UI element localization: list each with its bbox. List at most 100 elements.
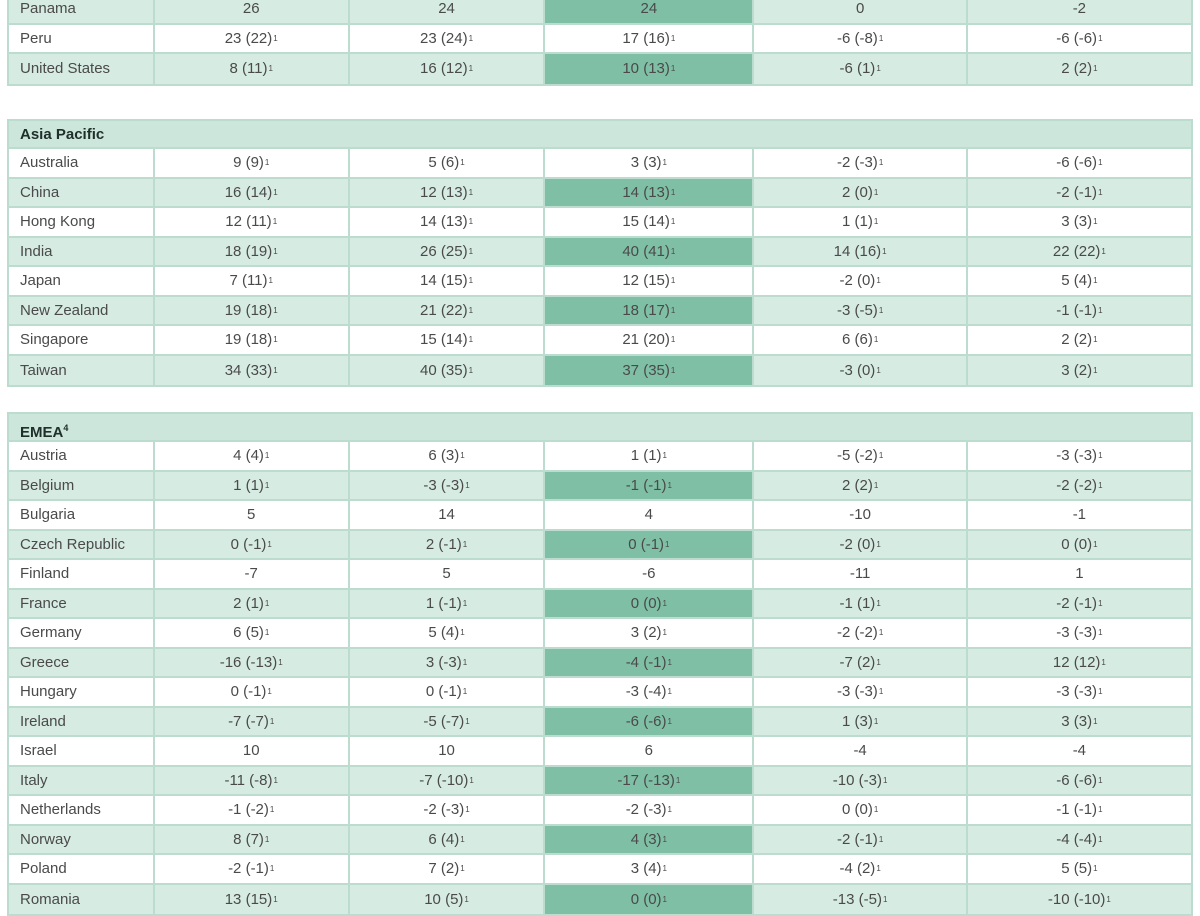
value-cell: -2 (-2) 1	[968, 472, 1191, 500]
value-cell: -6	[545, 560, 755, 588]
footnote-marker: 1	[1098, 187, 1103, 197]
footnote-marker: 1	[1093, 716, 1098, 726]
value-text: -6 (1)	[839, 60, 876, 78]
table-row: Belgium 1 (1) 1 -3 (-3) 1 -1 (-1) 1 2 (2) 1 -2 (-…	[9, 471, 1191, 501]
table-row: Japan 7 (11) 1 14 (15) 1 12 (15) 1 -2 (0) 1 5 (4)…	[9, 267, 1191, 297]
value-text: 17 (16)	[622, 29, 670, 47]
value-text: 12 (13)	[420, 183, 468, 201]
value-cell: 0 (0) 1	[545, 884, 755, 914]
value-text: 0 (0)	[630, 594, 662, 612]
value-cell: 6 (3) 1	[350, 442, 546, 470]
value-cell: -3 (-4) 1	[545, 678, 755, 706]
table-row: Romania 13 (15) 1 10 (5) 1 0 (0) 1 -13 (-5) 1 -10…	[9, 884, 1191, 914]
value-text: -3 (-4)	[625, 683, 667, 701]
footnote-marker: 1	[876, 365, 881, 375]
value-cell: 8 (11) 1	[155, 54, 350, 84]
footnote-marker: 1	[1098, 451, 1103, 461]
value-text: 1 (1)	[841, 213, 873, 231]
value-text: -7 (-7)	[228, 712, 269, 730]
value-text: 12 (11)	[225, 213, 272, 231]
value-cell: 7 (11) 1	[155, 267, 350, 295]
value-cell: 5	[155, 501, 350, 529]
value-text: -10 (-3)	[832, 771, 882, 789]
value-cell: -6 (-6) 1	[545, 707, 755, 735]
value-text: 3 (-3)	[425, 653, 462, 671]
value-cell: -3 (-3) 1	[968, 619, 1191, 647]
value-text: -11	[849, 565, 871, 583]
value-text: 0 (0)	[1061, 535, 1093, 553]
value-cell: 1 (1) 1	[754, 208, 968, 236]
value-cell: 2 (2) 1	[968, 326, 1191, 354]
footnote-marker: 1	[670, 276, 676, 286]
value-text: 0 (-1)	[230, 535, 267, 553]
footnote-marker: 1	[460, 864, 465, 874]
footnote-marker: 1	[462, 687, 468, 697]
value-text: 5	[442, 565, 451, 583]
value-text: -4	[1072, 742, 1087, 760]
footnote-marker: 1	[670, 64, 676, 74]
value-text: 8 (11)	[229, 60, 268, 78]
value-text: -3 (-3)	[423, 476, 465, 494]
footnote-marker: 1	[272, 217, 278, 227]
value-text: -3 (-5)	[836, 301, 878, 319]
value-text: -1 (-1)	[1056, 301, 1098, 319]
value-text: -4	[853, 742, 867, 760]
footnote-marker: 1	[273, 775, 278, 785]
value-cell: 40 (41) 1	[545, 237, 755, 265]
value-text: 2 (2)	[841, 476, 873, 494]
value-cell: 14 (13) 1	[545, 178, 755, 206]
value-cell: -2 (-1) 1	[155, 855, 350, 883]
value-cell: 21 (22) 1	[350, 296, 546, 324]
value-text: -2 (-3)	[625, 801, 667, 819]
value-text: 18 (17)	[622, 301, 670, 319]
value-cell: 1 (1) 1	[545, 442, 755, 470]
table-row: Peru 23 (22) 1 23 (24) 1 17 (16) 1 -6 (-8) 1 -6 (…	[9, 24, 1191, 54]
country-cell: Netherlands	[9, 796, 155, 824]
table-row: Netherlands -1 (-2) 1 -2 (-3) 1 -2 (-3) 1 0 (0)…	[9, 796, 1191, 826]
footnote-marker: 1	[267, 687, 272, 697]
value-cell: 2 (2) 1	[754, 471, 968, 499]
footnote-marker: 1	[468, 33, 474, 43]
footnote-marker: 1	[468, 305, 474, 315]
section-asia-pacific: Asia Pacific Australia 9 (9) 1 5 (6) 1 3 (3) 1-…	[7, 119, 1193, 387]
value-text: -3 (-3)	[836, 683, 878, 701]
value-cell: 3 (3) 1	[968, 708, 1191, 736]
footnote-marker: 1	[460, 158, 465, 168]
value-cell: -1 (-1) 1	[968, 297, 1191, 325]
value-text: 5 (6)	[428, 154, 460, 172]
value-cell: 4	[545, 501, 755, 529]
value-cell: -6 (-8) 1	[754, 24, 968, 52]
country-cell: Hong Kong	[9, 208, 155, 236]
footnote-marker: 1	[1106, 894, 1111, 904]
value-text: 6 (4)	[428, 830, 460, 848]
value-cell: 3 (2) 1	[545, 619, 755, 647]
footnote-marker: 1	[1098, 834, 1103, 844]
footnote-marker: 1	[1093, 864, 1098, 874]
value-cell: -2 (-3) 1	[754, 149, 968, 177]
footnote-marker: 1	[876, 539, 881, 549]
footnote-marker: 1	[273, 246, 278, 256]
footnote-marker: 1	[667, 687, 672, 697]
value-text: -17 (-13)	[617, 771, 675, 789]
value-cell: -3 (-5) 1	[754, 296, 968, 324]
value-text: 34 (33)	[224, 361, 273, 379]
footnote-marker: 1	[469, 775, 474, 785]
value-text: 6 (6)	[841, 331, 873, 349]
value-cell: 37 (35) 1	[545, 355, 755, 385]
value-cell: 3 (2) 1	[968, 356, 1191, 386]
country-cell: Austria	[9, 442, 155, 470]
value-text: 2 (-1)	[425, 535, 462, 553]
table-row: India 18 (19) 1 26 (25) 1 40 (41) 1 14 (16) 1 22 …	[9, 237, 1191, 267]
table-row: Ireland -7 (-7) 1 -5 (-7) 1 -6 (-6) 1 1 (3) 1 3 (…	[9, 707, 1191, 737]
value-cell: -2 (-3) 1	[350, 796, 546, 824]
country-cell: Romania	[9, 884, 155, 914]
value-cell: 10	[350, 737, 546, 765]
value-text: 12 (12)	[1052, 653, 1101, 671]
value-cell: 19 (18) 1	[155, 326, 350, 354]
footnote-marker: 1	[662, 864, 667, 874]
value-text: -6 (-8)	[836, 29, 878, 47]
value-cell: 1 (-1) 1	[350, 589, 546, 617]
value-cell: 18 (17) 1	[545, 296, 755, 324]
footnote-marker: 1	[667, 716, 672, 726]
footnote-marker: 1	[670, 217, 676, 227]
